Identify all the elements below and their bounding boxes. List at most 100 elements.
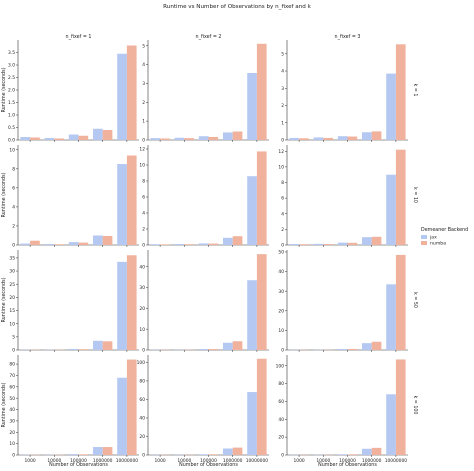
y-tick-label: 6 — [281, 196, 284, 202]
legend-swatch-jax — [421, 235, 427, 239]
y-tick-label: 80 — [9, 362, 15, 368]
bar-numba — [232, 236, 243, 245]
bar-jax — [198, 454, 209, 455]
bar-numba — [126, 45, 137, 140]
bar-numba — [30, 240, 40, 245]
y-tick-label: 10 — [278, 328, 284, 334]
bar-jax — [150, 244, 161, 245]
bar-jax — [247, 176, 257, 245]
bar-jax — [174, 244, 185, 245]
y-tick-label: 40 — [278, 269, 284, 275]
x-tick-label: 1000 — [294, 458, 305, 464]
y-tick-label: 60 — [278, 399, 284, 405]
y-tick-label: 5 — [281, 51, 284, 57]
y-tick-label: 3 — [142, 81, 145, 87]
y-tick-label: 40 — [9, 407, 15, 413]
bar-numba — [347, 348, 358, 350]
bar-numba — [78, 135, 89, 140]
y-tick-label: 100 — [276, 363, 285, 369]
row-label: k = 1 — [412, 84, 418, 97]
y-tick-label: 4 — [281, 69, 284, 75]
y-tick-label: 80 — [278, 381, 284, 387]
bar-numba — [208, 454, 219, 455]
bar-jax — [337, 454, 348, 455]
bar-jax — [68, 348, 79, 350]
bar-jax — [337, 242, 348, 245]
y-tick-label: 2.5 — [8, 75, 15, 81]
x-axis-label: Number of Observations — [49, 462, 108, 468]
x-tick-label: 1000 — [25, 458, 36, 464]
y-tick-label: 0 — [281, 348, 284, 354]
bar-jax — [223, 342, 233, 350]
y-tick-label: 10 — [9, 147, 15, 153]
y-tick-label: 10 — [139, 163, 145, 169]
bar-numba — [232, 341, 243, 350]
y-tick-label: 0 — [281, 243, 284, 249]
bar-jax — [362, 237, 372, 245]
bar-jax — [362, 343, 372, 350]
figure-title: Runtime vs Number of Observations by n_f… — [163, 4, 311, 10]
bar-jax — [362, 448, 372, 455]
y-tick-label: 40 — [278, 417, 284, 423]
y-tick-label: 10 — [278, 164, 284, 170]
row-label: k = 100 — [412, 395, 418, 414]
y-tick-label: 30 — [278, 289, 284, 295]
y-tick-label: 4 — [12, 205, 15, 211]
y-tick-label: 0.5 — [8, 125, 15, 131]
bar-numba — [78, 349, 89, 350]
bar-numba — [347, 454, 358, 455]
bar-numba — [256, 151, 267, 245]
bar-numba — [299, 138, 309, 140]
x-tick-label: 10000000 — [116, 458, 139, 464]
bar-numba — [126, 255, 137, 350]
bar-jax — [247, 280, 257, 350]
column-header: n_fixef = 1 — [66, 34, 92, 40]
column-header: n_fixef = 2 — [196, 34, 222, 40]
y-tick-label: 12 — [278, 149, 284, 155]
bar-numba — [78, 242, 89, 245]
panel-grid: n_fixef = 1 n_fixef = 2 n_fixef = 3 k = 1 k … — [1, 34, 418, 468]
bar-jax — [223, 448, 233, 455]
y-tick-label: 1 — [281, 120, 284, 126]
bar-jax — [289, 137, 300, 140]
y-tick-label: 2 — [142, 227, 145, 233]
bar-numba — [102, 341, 113, 350]
bar-jax — [198, 136, 209, 140]
bar-jax — [386, 174, 396, 245]
y-tick-label: 0 — [12, 453, 15, 459]
y-tick-label: 20 — [139, 306, 145, 312]
y-tick-label: 10 — [139, 327, 145, 333]
bar-jax — [198, 243, 209, 245]
bar-numba — [126, 155, 137, 245]
y-tick-label: 0 — [12, 243, 15, 249]
y-tick-label: 8 — [281, 180, 284, 186]
bar-numba — [54, 138, 64, 140]
y-tick-label: 10 — [9, 441, 15, 447]
bar-jax — [20, 243, 31, 245]
bar-jax — [117, 164, 127, 245]
bar-jax — [223, 132, 233, 140]
y-tick-label: 1.5 — [8, 100, 15, 106]
y-tick-label: 80 — [139, 379, 145, 385]
y-tick-label: 30 — [139, 285, 145, 291]
y-tick-label: 0 — [142, 453, 145, 459]
x-tick-label: 100000 — [70, 458, 87, 464]
y-tick-label: 0 — [281, 138, 284, 144]
y-tick-label: 20 — [139, 434, 145, 440]
y-tick-label: 40 — [139, 264, 145, 270]
bar-jax — [20, 137, 31, 140]
y-tick-label: 5 — [12, 334, 15, 340]
bar-numba — [347, 136, 358, 140]
bar-numba — [256, 358, 267, 455]
y-tick-label: 2 — [142, 100, 145, 106]
y-tick-label: 20 — [9, 430, 15, 436]
legend-entry-numba: numba — [430, 241, 446, 247]
y-tick-label: 3 — [281, 86, 284, 92]
bar-numba — [126, 359, 137, 455]
bar-numba — [395, 149, 406, 245]
bar-jax — [313, 243, 324, 245]
bar-numba — [371, 341, 382, 350]
x-tick-label: 1000000 — [93, 458, 113, 464]
